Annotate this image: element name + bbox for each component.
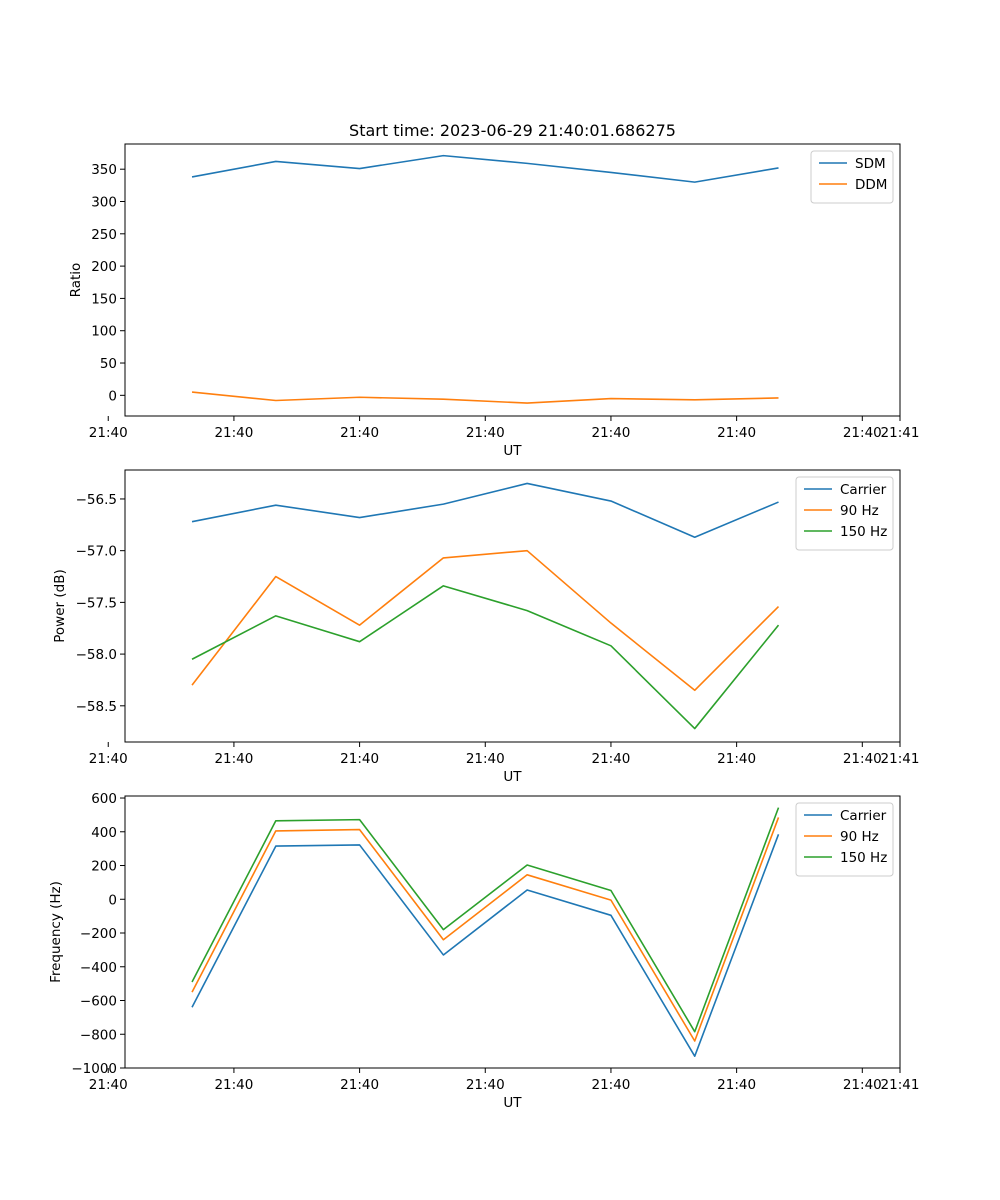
legend-label: 90 Hz <box>840 829 879 845</box>
series-line-150-hz <box>191 807 780 1033</box>
y-tick-label: 0 <box>108 388 117 404</box>
y-tick-label: −1000 <box>71 1061 117 1077</box>
x-tick-label: 21:40 <box>214 425 253 441</box>
legend-label: Carrier <box>840 482 887 498</box>
y-tick-label: −200 <box>80 926 117 942</box>
y-tick-label: −57.5 <box>76 595 117 611</box>
legend-box <box>810 150 894 204</box>
x-tick-label: 21:40 <box>466 1077 505 1093</box>
y-tick-label: 200 <box>91 259 117 275</box>
x-tick-label: 21:40 <box>717 751 756 767</box>
series-line-150-hz <box>191 585 780 730</box>
x-tick-label: 21:40 <box>843 425 882 441</box>
axes-frame <box>124 469 901 743</box>
y-tick-label: 350 <box>91 162 117 178</box>
x-tick-label: 21:40 <box>89 1077 128 1093</box>
y-axis-label: Power (dB) <box>52 569 68 642</box>
y-tick-label: 0 <box>108 892 117 908</box>
panel-ratio: 21:40 21:40 21:40 21:40 21:40 21:40 21:4021:41… <box>68 143 920 459</box>
x-tick-label: 21:40 <box>214 751 253 767</box>
x-tick-label: 21:40 <box>340 751 379 767</box>
y-tick-label: 250 <box>91 227 117 243</box>
x-tick-label: 21:40 <box>89 425 128 441</box>
legend-label: 150 Hz <box>840 524 887 540</box>
axes-frame <box>124 795 901 1069</box>
x-axis-label: UT <box>503 769 522 785</box>
x-axis-label: UT <box>503 443 522 459</box>
x-tick-label: 21:40 <box>591 425 630 441</box>
x-tick-label: 21:40 <box>717 1077 756 1093</box>
x-tick-label: 21:41 <box>881 1077 920 1093</box>
axes-frame <box>124 143 901 417</box>
x-tick-label: 21:40 <box>340 1077 379 1093</box>
y-axis-label: Ratio <box>68 263 84 298</box>
series-line-90-hz <box>191 817 780 1042</box>
x-tick-label: 21:41 <box>881 751 920 767</box>
y-tick-label: 50 <box>100 356 117 372</box>
series-line-sdm <box>191 154 779 183</box>
x-tick-label: 21:40 <box>340 425 379 441</box>
panel-power: 21:40 21:40 21:40 21:40 21:40 21:40 21:4021:41… <box>52 469 920 785</box>
x-axis-label: UT <box>503 1095 522 1111</box>
series-line-90-hz <box>191 549 780 692</box>
y-tick-label: −600 <box>80 994 117 1010</box>
y-tick-label: 400 <box>91 825 117 841</box>
x-tick-label: 21:40 <box>466 425 505 441</box>
y-tick-label: 100 <box>91 324 117 340</box>
y-tick-label: −57.0 <box>76 544 117 560</box>
y-tick-label: −400 <box>80 960 117 976</box>
legend-label: SDM <box>855 156 886 172</box>
series-line-carrier <box>191 834 780 1057</box>
legend-label: Carrier <box>840 808 887 824</box>
y-tick-label: 150 <box>91 291 117 307</box>
x-tick-label: 21:40 <box>591 751 630 767</box>
y-tick-label: −58.0 <box>76 647 117 663</box>
x-tick-label: 21:40 <box>843 751 882 767</box>
x-tick-label: 21:40 <box>214 1077 253 1093</box>
x-tick-label: 21:40 <box>89 751 128 767</box>
x-tick-label: 21:40 <box>843 1077 882 1093</box>
legend-label: DDM <box>855 177 887 193</box>
legend-label: 90 Hz <box>840 503 879 519</box>
figure-title: Start time: 2023-06-29 21:40:01.686275 <box>349 121 676 140</box>
x-tick-label: 21:40 <box>466 751 505 767</box>
y-tick-label: −58.5 <box>76 699 117 715</box>
series-line-carrier <box>191 482 779 539</box>
x-tick-label: 21:40 <box>591 1077 630 1093</box>
legend-label: 150 Hz <box>840 850 887 866</box>
y-tick-label: 200 <box>91 859 117 875</box>
y-tick-label: 600 <box>91 791 117 807</box>
x-tick-label: 21:40 <box>717 425 756 441</box>
y-tick-label: −56.5 <box>76 492 117 508</box>
y-tick-label: −800 <box>80 1027 117 1043</box>
panel-frequency: 21:40 21:40 21:40 21:40 21:40 21:40 21:4021:41… <box>48 791 919 1111</box>
y-axis-label: Frequency (Hz) <box>48 881 64 983</box>
x-tick-label: 21:41 <box>881 425 920 441</box>
series-line-ddm <box>191 391 779 404</box>
y-tick-label: 300 <box>91 195 117 211</box>
